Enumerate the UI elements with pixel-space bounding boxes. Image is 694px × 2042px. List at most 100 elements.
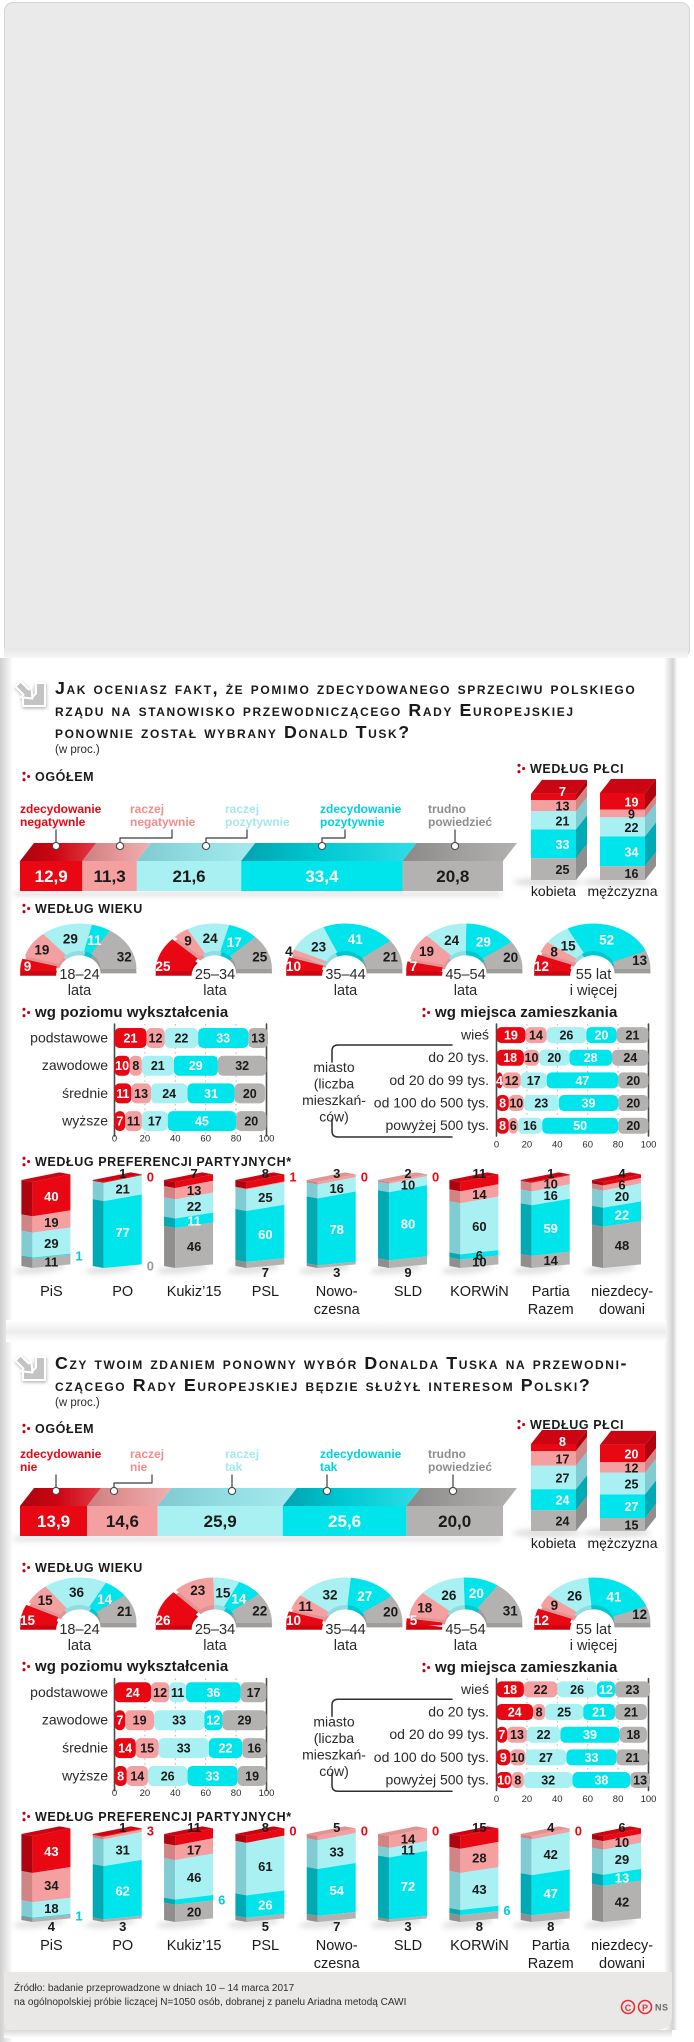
svg-text:OGÓŁEM: OGÓŁEM — [35, 769, 94, 784]
svg-text:33: 33 — [216, 1032, 230, 1046]
svg-text:17: 17 — [227, 935, 242, 950]
svg-text:13: 13 — [134, 1087, 148, 1101]
svg-text:100: 100 — [641, 1794, 657, 1805]
svg-text:do 20 tys.: do 20 tys. — [428, 1049, 489, 1065]
svg-text:11,3: 11,3 — [94, 867, 126, 886]
svg-text:25: 25 — [155, 959, 171, 974]
svg-text:8: 8 — [117, 1770, 124, 1784]
svg-text:48: 48 — [615, 1238, 629, 1253]
svg-text:negatywnle: negatywnle — [20, 815, 86, 829]
svg-text:mieszkań-: mieszkań- — [302, 1092, 366, 1108]
svg-text:powyżej 500 tys.: powyżej 500 tys. — [386, 1117, 490, 1133]
svg-text:32: 32 — [117, 949, 132, 964]
svg-text:31: 31 — [115, 1842, 129, 1857]
svg-text:27: 27 — [556, 1472, 570, 1486]
svg-text:24: 24 — [623, 1051, 637, 1065]
svg-text:40: 40 — [552, 1794, 563, 1805]
svg-text:39: 39 — [583, 1728, 597, 1742]
svg-text:9: 9 — [404, 1265, 411, 1280]
svg-text:13,9: 13,9 — [37, 1512, 70, 1531]
svg-text:29: 29 — [44, 1236, 58, 1251]
svg-text:2: 2 — [404, 1166, 411, 1181]
svg-text:SLD: SLD — [394, 1938, 422, 1954]
svg-text:24: 24 — [126, 1686, 140, 1700]
svg-text:40: 40 — [170, 1134, 181, 1145]
svg-text:zdecydowanie: zdecydowanie — [20, 802, 102, 816]
svg-text:80: 80 — [613, 1794, 624, 1805]
svg-text:60: 60 — [582, 1140, 593, 1151]
svg-text:29: 29 — [238, 1714, 252, 1728]
svg-text:11: 11 — [45, 1255, 59, 1270]
svg-text:19: 19 — [34, 942, 49, 957]
svg-text:lata: lata — [68, 1638, 92, 1654]
svg-text:20: 20 — [503, 950, 518, 965]
svg-text:21: 21 — [115, 1181, 129, 1196]
svg-text:47: 47 — [543, 1886, 557, 1901]
svg-text:0: 0 — [361, 1823, 368, 1838]
svg-text:12: 12 — [625, 1462, 639, 1476]
svg-text:25–34: 25–34 — [195, 967, 235, 983]
svg-text:22: 22 — [537, 1728, 551, 1742]
svg-text:16: 16 — [625, 867, 639, 881]
svg-text:11: 11 — [116, 1087, 129, 1101]
svg-text:33: 33 — [329, 1844, 343, 1859]
svg-text:raczej: raczej — [130, 802, 164, 816]
svg-text:20: 20 — [594, 1029, 608, 1043]
svg-text:20: 20 — [522, 1794, 533, 1805]
svg-text:25: 25 — [258, 1190, 272, 1205]
svg-text:8: 8 — [536, 1706, 543, 1720]
svg-text:mieszkań-: mieszkań- — [302, 1746, 366, 1762]
svg-text:20: 20 — [469, 1586, 484, 1601]
svg-text:ponownie został wybrany Donald: ponownie został wybrany Donald Tusk? — [55, 722, 411, 742]
svg-text:5: 5 — [333, 1820, 340, 1835]
svg-text:dowani: dowani — [599, 1956, 645, 1972]
svg-text:ców): ców) — [319, 1109, 349, 1125]
svg-text:7: 7 — [116, 1115, 123, 1129]
svg-text:9: 9 — [628, 807, 635, 821]
svg-text:15: 15 — [140, 1742, 154, 1756]
svg-text:20: 20 — [140, 1788, 151, 1799]
svg-text:15: 15 — [38, 1593, 54, 1608]
svg-text:6: 6 — [503, 1903, 510, 1918]
svg-text:średnie: średnie — [62, 1085, 108, 1101]
svg-text:45–54: 45–54 — [445, 1622, 485, 1638]
svg-text:Razem: Razem — [528, 1956, 574, 1972]
svg-text:0: 0 — [575, 1823, 582, 1838]
svg-text:wg miejsca zamieszkania: wg miejsca zamieszkania — [434, 1004, 618, 1021]
svg-text:OGÓŁEM: OGÓŁEM — [35, 1421, 94, 1436]
svg-text:10: 10 — [115, 1059, 129, 1073]
svg-text:14: 14 — [130, 1770, 144, 1784]
svg-text:31: 31 — [503, 1603, 519, 1618]
svg-text:czącego Rady Europejskiej będz: czącego Rady Europejskiej będzie służył … — [55, 1375, 591, 1395]
svg-text:trudno: trudno — [428, 1447, 466, 1461]
svg-text:21: 21 — [383, 950, 399, 965]
svg-text:22: 22 — [534, 1683, 548, 1697]
svg-text:22: 22 — [174, 1032, 188, 1046]
svg-text:21: 21 — [556, 814, 570, 828]
svg-text:21: 21 — [624, 1706, 638, 1720]
svg-text:14: 14 — [97, 1592, 113, 1607]
svg-text:5: 5 — [410, 1613, 418, 1628]
svg-text:22: 22 — [187, 1199, 201, 1214]
svg-text:17: 17 — [187, 1842, 201, 1857]
svg-text:25,9: 25,9 — [204, 1512, 237, 1531]
svg-text:WEDŁUG PŁCI: WEDŁUG PŁCI — [530, 1418, 624, 1432]
svg-text:lata: lata — [334, 983, 358, 999]
svg-text:7: 7 — [190, 1166, 197, 1181]
svg-text:11: 11 — [171, 1686, 184, 1700]
svg-text:23: 23 — [311, 940, 327, 955]
svg-text:1: 1 — [289, 1169, 296, 1184]
svg-text:tak: tak — [225, 1460, 243, 1474]
svg-text:7: 7 — [262, 1265, 269, 1280]
svg-text:czesna: czesna — [314, 1956, 361, 1972]
svg-text:45–54: 45–54 — [445, 967, 485, 983]
svg-text:12,9: 12,9 — [35, 867, 68, 886]
svg-text:9: 9 — [24, 959, 32, 974]
svg-text:6: 6 — [510, 1119, 517, 1133]
svg-text:13: 13 — [633, 1774, 647, 1788]
svg-text:20: 20 — [547, 1051, 561, 1065]
svg-text:podstawowe: podstawowe — [30, 1030, 108, 1046]
svg-text:23: 23 — [190, 1583, 206, 1598]
svg-text:20: 20 — [615, 1189, 629, 1204]
svg-text:21: 21 — [592, 1706, 606, 1720]
